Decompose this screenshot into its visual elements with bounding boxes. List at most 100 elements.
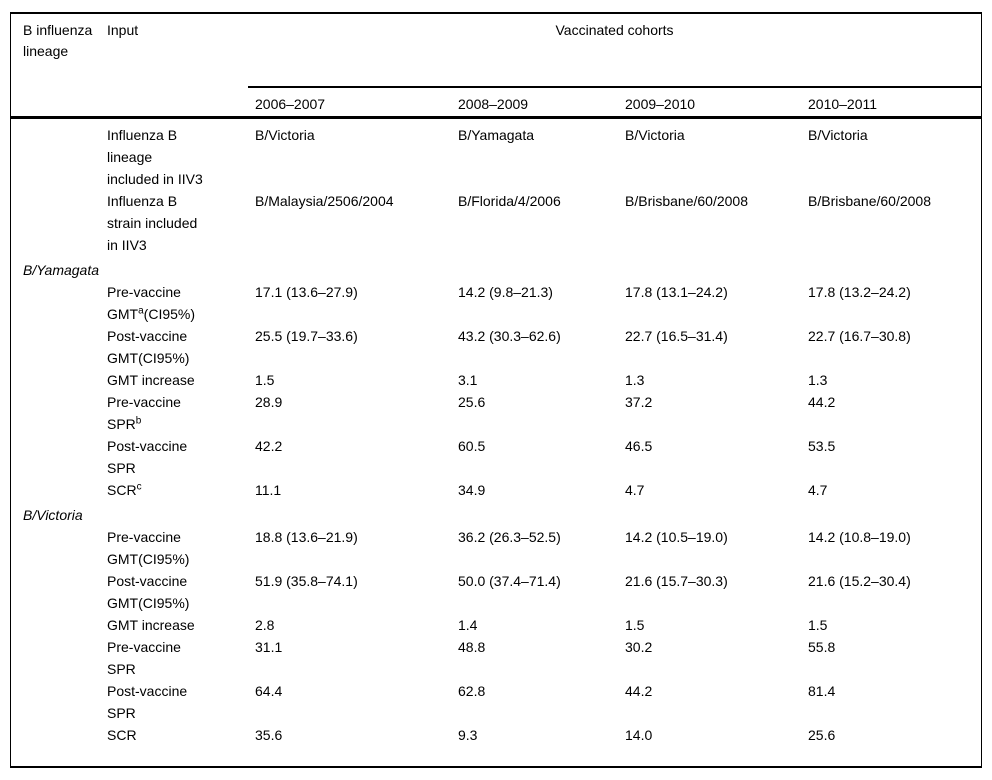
value-cell: B/Malaysia/2506/2004 bbox=[255, 192, 394, 209]
col-header-lineage: B influenza lineage bbox=[11, 14, 105, 119]
row-lineage-included: Influenza B lineage included in IIV3 B/V… bbox=[11, 117, 981, 190]
cohort-year-header: 2008–2009 bbox=[451, 87, 618, 119]
value-cell: 18.8 (13.6–21.9) bbox=[255, 528, 358, 545]
value-cell: B/Victoria bbox=[625, 126, 685, 143]
row-scr: SCRc 11.1 34.9 4.7 4.7 bbox=[11, 479, 981, 501]
value-cell: 14.2 (10.8–19.0) bbox=[808, 528, 911, 545]
value-cell: 44.2 bbox=[808, 393, 836, 410]
section-row-victoria: B/Victoria bbox=[11, 501, 981, 526]
row-label-text: Post-vaccine SPR bbox=[107, 682, 188, 721]
data-table: B influenza lineage Input Vaccinated coh… bbox=[11, 14, 981, 746]
value-cell: B/Florida/4/2006 bbox=[458, 192, 561, 209]
influenza-cohort-table: B influenza lineage Input Vaccinated coh… bbox=[10, 12, 982, 768]
row-label-text: Influenza B lineage included in IIV3 bbox=[107, 126, 203, 187]
lineage-cell bbox=[11, 369, 105, 391]
value-cell: 1.5 bbox=[808, 616, 828, 633]
value-cell: B/Brisbane/60/2008 bbox=[625, 192, 748, 209]
row-label: Post-vaccine GMT(CI95%) bbox=[105, 570, 248, 614]
row-label-text: GMT increase bbox=[107, 371, 195, 388]
section-row-yamagata: B/Yamagata bbox=[11, 256, 981, 281]
span-header-vaccinated-cohorts: Vaccinated cohorts bbox=[248, 14, 981, 88]
row-gmt-increase: GMT increase 1.5 3.1 1.3 1.3 bbox=[11, 369, 981, 391]
row-post-spr: Post-vaccine SPR 64.4 62.8 44.2 81.4 bbox=[11, 680, 981, 724]
footnote-marker: c bbox=[136, 480, 142, 492]
value-cell: 11.1 bbox=[255, 481, 282, 498]
value-cell: 28.9 bbox=[255, 393, 283, 410]
value-cell: 53.5 bbox=[808, 437, 836, 454]
lineage-cell bbox=[11, 614, 105, 636]
row-label-text: Post-vaccine GMT(CI95%) bbox=[107, 572, 190, 611]
value-cell: 31.1 bbox=[255, 638, 283, 655]
lineage-cell bbox=[11, 570, 105, 614]
value-cell: 60.5 bbox=[458, 437, 486, 454]
value-cell: 81.4 bbox=[808, 682, 836, 699]
value-cell: 14.2 (10.5–19.0) bbox=[625, 528, 728, 545]
lineage-cell bbox=[11, 724, 105, 746]
value-cell: 35.6 bbox=[255, 726, 283, 743]
row-label-text: Pre-vaccine SPR bbox=[107, 393, 181, 432]
row-label-text: Pre-vaccine GMT(CI95%) bbox=[107, 528, 190, 567]
value-cell: 17.8 (13.1–24.2) bbox=[625, 283, 728, 300]
value-cell: 43.2 (30.3–62.6) bbox=[458, 327, 561, 344]
value-cell: 25.6 bbox=[808, 726, 836, 743]
lineage-cell bbox=[11, 190, 105, 256]
lineage-cell bbox=[11, 479, 105, 501]
row-pre-spr: Pre-vaccine SPR 31.1 48.8 30.2 55.8 bbox=[11, 636, 981, 680]
row-pre-gmt: Pre-vaccine GMTa(CI95%) 17.1 (13.6–27.9)… bbox=[11, 281, 981, 325]
row-post-gmt: Post-vaccine GMT(CI95%) 25.5 (19.7–33.6)… bbox=[11, 325, 981, 369]
value-cell: 64.4 bbox=[255, 682, 283, 699]
value-cell: B/Victoria bbox=[808, 126, 868, 143]
value-cell: 55.8 bbox=[808, 638, 836, 655]
value-cell: 1.5 bbox=[625, 616, 645, 633]
value-cell: 44.2 bbox=[625, 682, 653, 699]
row-label: Pre-vaccine GMT(CI95%) bbox=[105, 526, 248, 570]
lineage-cell bbox=[11, 680, 105, 724]
lineage-cell bbox=[11, 117, 105, 190]
row-label-text: SCR bbox=[107, 481, 137, 498]
row-label-text: Pre-vaccine GMT bbox=[107, 283, 181, 322]
value-cell: 42.2 bbox=[255, 437, 283, 454]
row-label: Post-vaccine SPR bbox=[105, 435, 248, 479]
value-cell: 14.0 bbox=[625, 726, 653, 743]
row-pre-spr: Pre-vaccine SPRb 28.9 25.6 37.2 44.2 bbox=[11, 391, 981, 435]
row-gmt-increase: GMT increase 2.8 1.4 1.5 1.5 bbox=[11, 614, 981, 636]
value-cell: 36.2 (26.3–52.5) bbox=[458, 528, 561, 545]
value-cell: 25.6 bbox=[458, 393, 486, 410]
value-cell: 50.0 (37.4–71.4) bbox=[458, 572, 561, 589]
row-label: Post-vaccine SPR bbox=[105, 680, 248, 724]
row-label: Influenza B lineage included in IIV3 bbox=[105, 117, 248, 190]
value-cell: 3.1 bbox=[458, 371, 478, 388]
value-cell: 1.3 bbox=[625, 371, 645, 388]
value-cell: 2.8 bbox=[255, 616, 275, 633]
lineage-cell bbox=[11, 636, 105, 680]
row-label: Pre-vaccine GMTa(CI95%) bbox=[105, 281, 248, 325]
lineage-cell bbox=[11, 435, 105, 479]
section-label: B/Yamagata bbox=[23, 261, 100, 278]
value-cell: 9.3 bbox=[458, 726, 478, 743]
value-cell: 17.8 (13.2–24.2) bbox=[808, 283, 911, 300]
value-cell: 1.4 bbox=[458, 616, 478, 633]
value-cell: B/Brisbane/60/2008 bbox=[808, 192, 931, 209]
row-label: SCRc bbox=[105, 479, 248, 501]
row-pre-gmt: Pre-vaccine GMT(CI95%) 18.8 (13.6–21.9) … bbox=[11, 526, 981, 570]
value-cell: 48.8 bbox=[458, 638, 486, 655]
row-label: Pre-vaccine SPRb bbox=[105, 391, 248, 435]
row-label-text: GMT increase bbox=[107, 616, 195, 633]
row-label-suffix: (CI95%) bbox=[143, 305, 196, 322]
lineage-cell bbox=[11, 391, 105, 435]
col-header-input: Input bbox=[105, 14, 248, 119]
row-label: Influenza B strain included in IIV3 bbox=[105, 190, 248, 256]
row-label: Pre-vaccine SPR bbox=[105, 636, 248, 680]
value-cell: 21.6 (15.2–30.4) bbox=[808, 572, 911, 589]
value-cell: 34.9 bbox=[458, 481, 486, 498]
cohort-year-header: 2010–2011 bbox=[801, 87, 981, 119]
row-label: SCR bbox=[105, 724, 248, 746]
value-cell: 22.7 (16.5–31.4) bbox=[625, 327, 728, 344]
row-label: GMT increase bbox=[105, 614, 248, 636]
lineage-cell bbox=[11, 281, 105, 325]
value-cell: 22.7 (16.7–30.8) bbox=[808, 327, 911, 344]
value-cell: 1.5 bbox=[255, 371, 275, 388]
col-header-lineage-label: B influenza lineage bbox=[23, 22, 93, 59]
row-label-text: Influenza B strain included in IIV3 bbox=[107, 192, 198, 253]
row-post-gmt: Post-vaccine GMT(CI95%) 51.9 (35.8–74.1)… bbox=[11, 570, 981, 614]
